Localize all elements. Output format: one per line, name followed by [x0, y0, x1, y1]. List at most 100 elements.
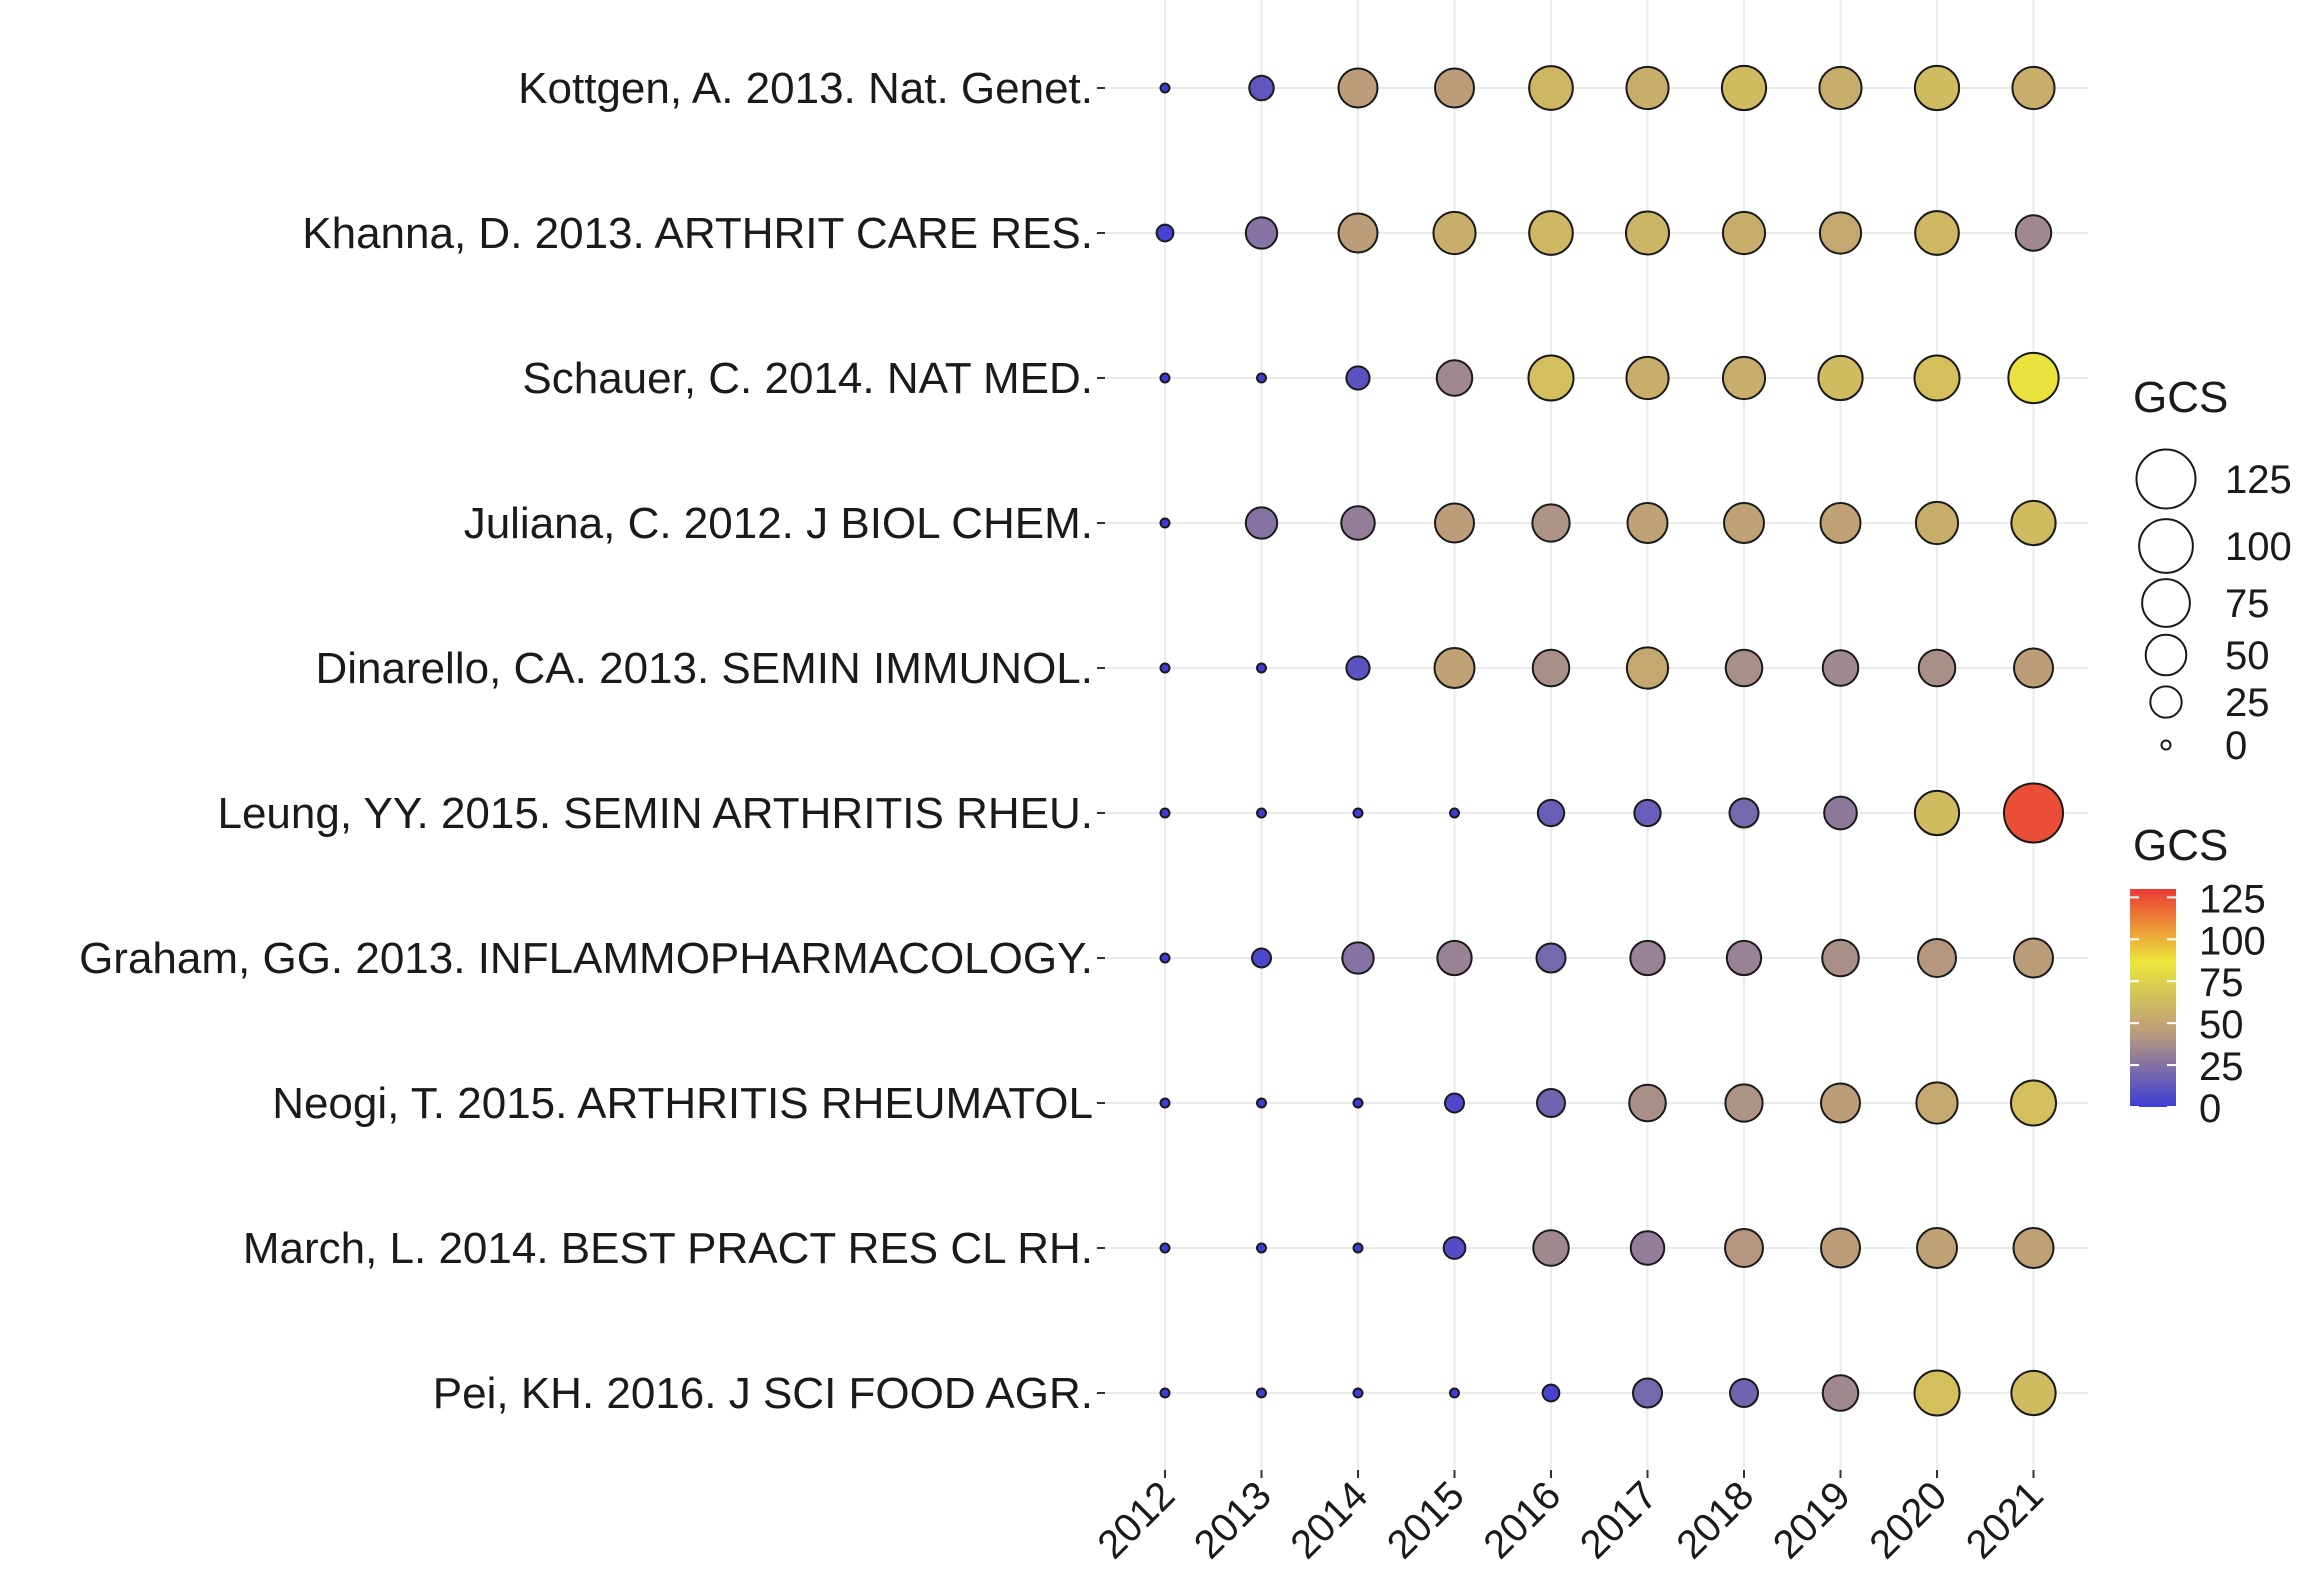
size-legend-title: GCS — [2133, 373, 2228, 422]
bubble — [1256, 1387, 1267, 1399]
row-label: Schauer, C. 2014. NAT MED. — [522, 354, 1093, 403]
row-label: Kottgen, A. 2013. Nat. Genet. — [518, 64, 1093, 113]
x-tick-label: 2020 — [1861, 1473, 1955, 1567]
bubble — [1821, 649, 1860, 687]
bubble — [1256, 807, 1267, 819]
bubble — [1913, 64, 1961, 112]
bubble — [1916, 1227, 1958, 1269]
bubble — [2011, 65, 2056, 111]
row-label: March, L. 2014. BEST PRACT RES CL RH. — [243, 1224, 1093, 1273]
bubble — [1819, 502, 1862, 544]
row-label: Leung, YY. 2015. SEMIN ARTHRITIS RHEU. — [217, 789, 1093, 838]
bubble — [1541, 1383, 1561, 1403]
bubble — [1914, 500, 1960, 546]
bubble — [2003, 782, 2064, 844]
size-legend-label: 0 — [2225, 724, 2247, 768]
bubble — [2010, 1369, 2057, 1417]
bubble — [1159, 1097, 1171, 1109]
size-legend-key — [2135, 448, 2197, 510]
bubble — [1720, 64, 1768, 112]
bubble — [1625, 65, 1670, 111]
bubble — [1724, 1083, 1764, 1123]
bubble — [1256, 1097, 1267, 1109]
x-tick-label: 2014 — [1282, 1473, 1376, 1567]
bubble — [1244, 216, 1279, 250]
bubble — [1433, 647, 1476, 689]
x-tick-label: 2019 — [1765, 1473, 1859, 1567]
bubble — [1159, 1242, 1171, 1254]
bubble — [1159, 372, 1171, 384]
x-axis-ticks: 2012 2013 2014 2015 2016 2017 2018 2019 2020 2021 — [1089, 1470, 2052, 1567]
bubble — [1432, 210, 1477, 256]
bubbles — [1155, 64, 2064, 1417]
bubble — [1159, 82, 1171, 94]
bubble — [2010, 499, 2057, 547]
bubble — [1159, 517, 1171, 529]
bubble — [1913, 789, 1961, 837]
bubble — [1434, 502, 1475, 544]
bubble — [1159, 662, 1171, 674]
x-tick-label: 2021 — [1958, 1473, 2052, 1567]
size-legend-key — [2149, 685, 2183, 719]
bubble — [1625, 646, 1670, 690]
bubble — [1536, 1088, 1566, 1118]
bubble — [1823, 795, 1858, 831]
bubble — [1632, 1377, 1663, 1409]
bubble — [1913, 354, 1961, 402]
bubble — [1629, 939, 1666, 977]
bubble — [1721, 210, 1767, 256]
bubble — [1256, 1242, 1267, 1254]
bubble — [1531, 648, 1571, 688]
bubble — [1340, 505, 1376, 541]
size-legend-label: 25 — [2225, 681, 2270, 725]
row-label: Juliana, C. 2012. J BIOL CHEM. — [464, 499, 1093, 548]
x-tick-label: 2017 — [1572, 1473, 1666, 1567]
bubble — [1821, 938, 1860, 978]
bubble — [1352, 807, 1364, 819]
row-label: Khanna, D. 2013. ARTHRIT CARE RES. — [302, 209, 1093, 258]
bubble — [1818, 65, 1863, 111]
x-tick-label: 2015 — [1379, 1473, 1473, 1567]
bubble — [1729, 1378, 1759, 1408]
bubble — [1914, 210, 1960, 256]
bubble — [1527, 354, 1575, 402]
color-legend-label: 75 — [2199, 961, 2244, 1005]
bubble — [1352, 1387, 1364, 1399]
bubble — [2009, 1079, 2058, 1127]
bubble — [1159, 952, 1171, 964]
x-tick-label: 2012 — [1089, 1473, 1183, 1567]
bubble — [1628, 1083, 1667, 1123]
bubble — [1449, 1387, 1460, 1399]
bubble — [1352, 1097, 1364, 1109]
bubble — [2012, 1227, 2055, 1269]
color-legend-label: 25 — [2199, 1045, 2244, 1089]
bubble — [1337, 212, 1379, 254]
bubble — [1251, 947, 1272, 969]
size-legend-label: 75 — [2225, 582, 2270, 626]
color-legend-label: 50 — [2199, 1003, 2244, 1047]
color-legend-label: 0 — [2199, 1087, 2221, 1131]
bubble — [1818, 211, 1863, 255]
bubble — [1817, 354, 1864, 402]
bubble — [1536, 798, 1566, 828]
row-label: Dinarello, CA. 2013. SEMIN IMMUNOL. — [315, 644, 1093, 693]
row-label: Pei, KH. 2016. J SCI FOOD AGR. — [433, 1369, 1093, 1418]
bubble — [1917, 648, 1957, 688]
size-legend-key — [2160, 739, 2172, 751]
bubble — [1532, 1229, 1570, 1267]
bubble — [1633, 798, 1662, 828]
bubble — [2007, 351, 2060, 405]
bubble — [1337, 67, 1379, 109]
bubble — [1155, 223, 1175, 243]
bubble — [1724, 1228, 1764, 1268]
bubble — [1625, 355, 1670, 401]
color-legend-label: 100 — [2199, 919, 2266, 963]
bubble — [1626, 502, 1669, 544]
bubble — [1723, 502, 1765, 544]
bubble — [1821, 1374, 1860, 1412]
bubble — [1434, 67, 1475, 109]
bubble — [1915, 1081, 1959, 1125]
bubble — [1435, 359, 1474, 397]
